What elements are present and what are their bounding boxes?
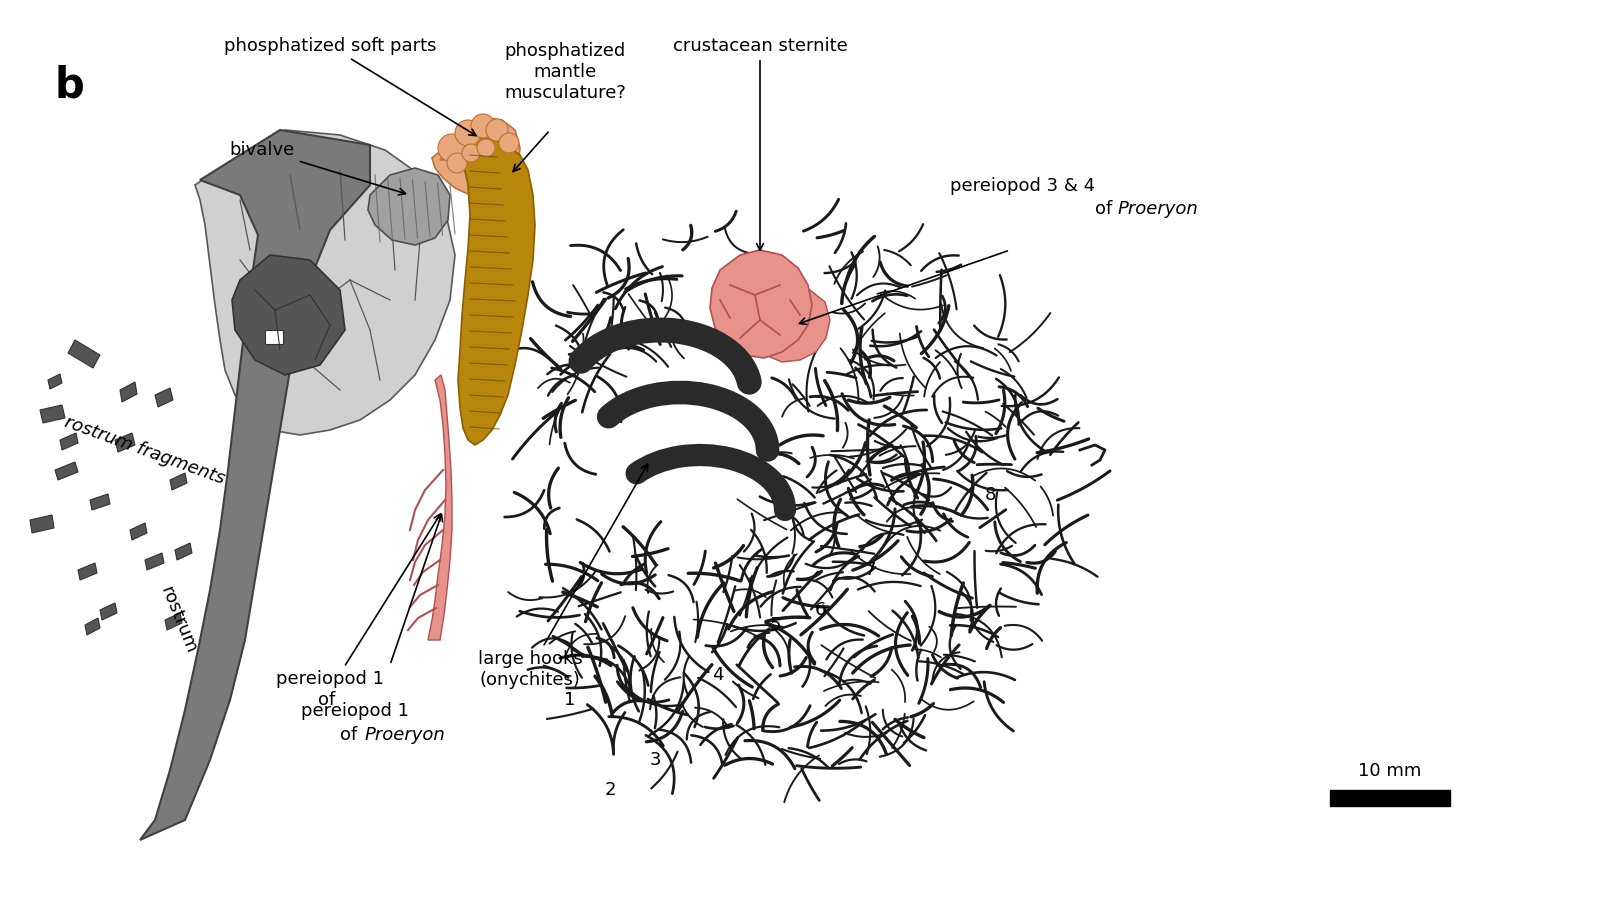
Polygon shape (30, 515, 54, 533)
Text: rostrum fragments: rostrum fragments (62, 412, 227, 488)
Circle shape (499, 133, 518, 153)
Text: 4: 4 (712, 666, 723, 684)
Circle shape (438, 134, 466, 162)
Text: pereiopod 3 & 4: pereiopod 3 & 4 (950, 177, 1094, 195)
Text: 3: 3 (650, 751, 661, 769)
Text: 2: 2 (605, 781, 616, 799)
Polygon shape (130, 523, 147, 540)
Polygon shape (195, 130, 454, 435)
Polygon shape (54, 462, 78, 480)
Text: rostrum: rostrum (157, 584, 200, 656)
Polygon shape (170, 473, 187, 490)
Polygon shape (141, 130, 370, 840)
Circle shape (446, 153, 467, 173)
Circle shape (477, 139, 494, 157)
Text: crustacean sternite: crustacean sternite (672, 37, 848, 250)
Circle shape (454, 120, 482, 146)
Text: pereiopod 1: pereiopod 1 (301, 702, 410, 720)
Text: large hooks
(onychites): large hooks (onychites) (478, 464, 648, 688)
Text: phosphatized soft parts: phosphatized soft parts (224, 37, 477, 136)
Polygon shape (67, 340, 99, 368)
Polygon shape (429, 375, 453, 640)
Polygon shape (90, 494, 110, 510)
Polygon shape (120, 382, 138, 402)
Polygon shape (78, 563, 98, 580)
Polygon shape (99, 603, 117, 620)
Polygon shape (61, 433, 78, 450)
Circle shape (470, 114, 494, 138)
Text: Proeryon: Proeryon (365, 726, 446, 744)
Text: bivalve: bivalve (230, 141, 405, 195)
Text: 5: 5 (770, 616, 781, 634)
Circle shape (462, 144, 480, 162)
Polygon shape (40, 405, 66, 423)
Polygon shape (750, 288, 830, 362)
Text: of: of (1094, 200, 1118, 218)
Text: b: b (54, 65, 85, 107)
Polygon shape (232, 255, 346, 375)
Bar (1330, 790, 1450, 806)
Text: 10 mm: 10 mm (1358, 762, 1422, 780)
Text: 7: 7 (864, 561, 875, 579)
Text: 6: 6 (814, 601, 826, 619)
Polygon shape (368, 168, 450, 245)
Text: 8: 8 (984, 486, 995, 504)
Text: pereiopod 1
of: pereiopod 1 of (277, 514, 440, 709)
Polygon shape (155, 388, 173, 407)
Polygon shape (458, 138, 534, 445)
Text: of: of (339, 726, 363, 744)
Polygon shape (432, 118, 520, 198)
Polygon shape (146, 553, 165, 570)
Polygon shape (710, 250, 813, 358)
Text: phosphatized
mantle
musculature?: phosphatized mantle musculature? (504, 42, 626, 102)
Polygon shape (165, 613, 182, 630)
Polygon shape (115, 433, 134, 452)
Polygon shape (85, 618, 99, 635)
Circle shape (486, 119, 509, 141)
Bar (266, 330, 283, 344)
Polygon shape (48, 374, 62, 389)
Text: 1: 1 (565, 691, 576, 709)
Text: Proeryon: Proeryon (1118, 200, 1198, 218)
Polygon shape (174, 543, 192, 560)
